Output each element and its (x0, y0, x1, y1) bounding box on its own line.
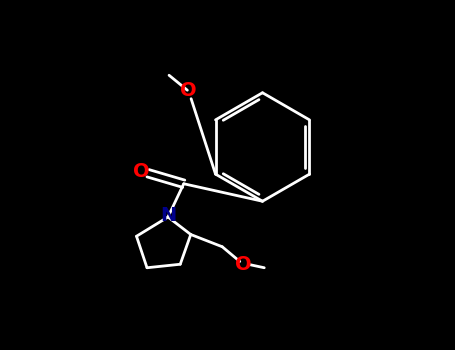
Text: O: O (235, 255, 252, 274)
Text: N: N (160, 206, 176, 225)
Text: O: O (180, 82, 197, 100)
Text: O: O (133, 162, 150, 181)
